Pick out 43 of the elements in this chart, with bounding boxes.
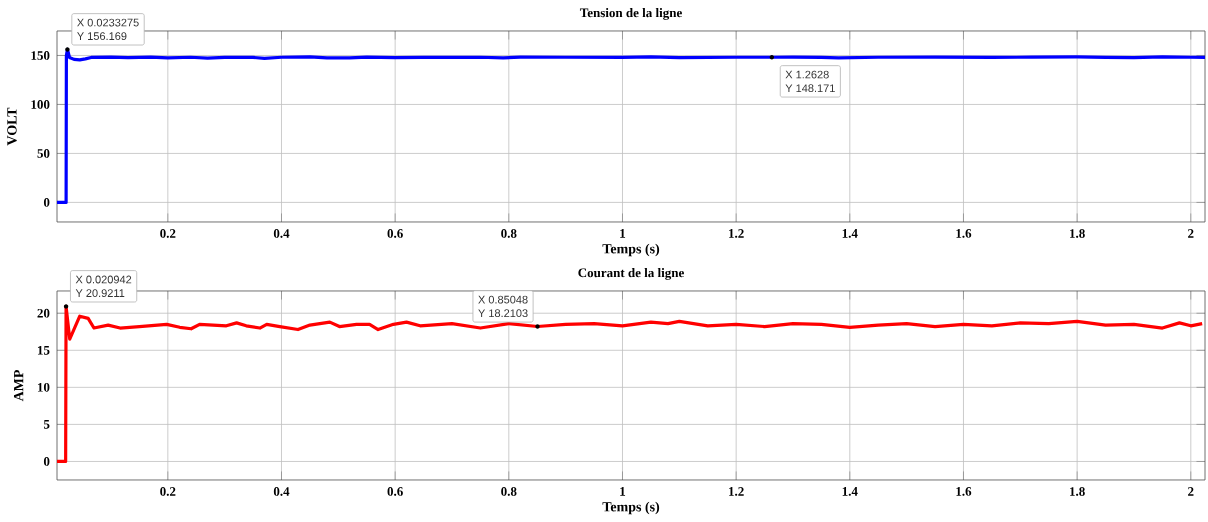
x-tick-label: 1.4 <box>842 229 858 238</box>
x-tick-label: 0.6 <box>387 487 403 496</box>
annotation: Y 18.2103 <box>478 309 528 318</box>
x-tick-label: 2 <box>1188 229 1194 238</box>
annotation: X 1.2628 <box>785 70 829 79</box>
x-tick-label: 1.2 <box>729 487 744 496</box>
y-tick-label: 0 <box>43 457 50 466</box>
x-tick-label: 0.2 <box>160 229 176 238</box>
y-tick-label: 50 <box>37 149 50 158</box>
x-tick-label: 1 <box>620 487 626 496</box>
annotation: Y 20.9211 <box>75 289 125 297</box>
x-tick-label: 0.4 <box>273 487 290 496</box>
x-tick-label: 1 <box>620 229 626 238</box>
x-tick-label: 1.2 <box>729 229 744 238</box>
y-tick-label: 0 <box>43 198 50 207</box>
annotation: X 0.85048 <box>478 295 528 304</box>
y-axis-title: AMP <box>13 369 24 402</box>
y-tick-label: 5 <box>43 420 50 429</box>
x-tick-label: 0.8 <box>501 229 517 238</box>
x-axis-title: Temps (s) <box>602 501 660 515</box>
y-tick-label: 10 <box>37 382 50 392</box>
x-axis-title: Temps (s) <box>602 243 660 257</box>
chart-title: Tension de la ligne <box>579 8 682 20</box>
x-tick-label: 0.8 <box>501 487 517 496</box>
chart-title: Courant de la ligne <box>578 268 684 280</box>
x-tick-label: 1.6 <box>956 229 972 238</box>
x-tick-label: 1.6 <box>956 487 972 496</box>
x-tick-label: 0.2 <box>160 487 176 496</box>
x-tick-label: 0.6 <box>387 229 403 238</box>
y-tick-label: 100 <box>31 100 50 109</box>
annotation: Y 148.171 <box>785 84 835 93</box>
annotation: X 0.0233275 <box>77 18 139 27</box>
x-tick-label: 1.8 <box>1070 487 1085 496</box>
x-tick-label: 1.8 <box>1070 229 1085 238</box>
x-tick-label: 1.4 <box>842 487 858 496</box>
y-tick-label: 15 <box>37 345 50 355</box>
y-tick-label: 20 <box>37 308 50 318</box>
x-tick-label: 0.4 <box>273 229 290 238</box>
annotation: Y 156.169 <box>77 32 127 41</box>
x-tick-label: 2 <box>1188 487 1194 496</box>
y-axis-title: VOLT <box>7 107 17 146</box>
y-tick-label: 150 <box>31 51 50 60</box>
annotation: X 0.020942 <box>75 275 132 284</box>
